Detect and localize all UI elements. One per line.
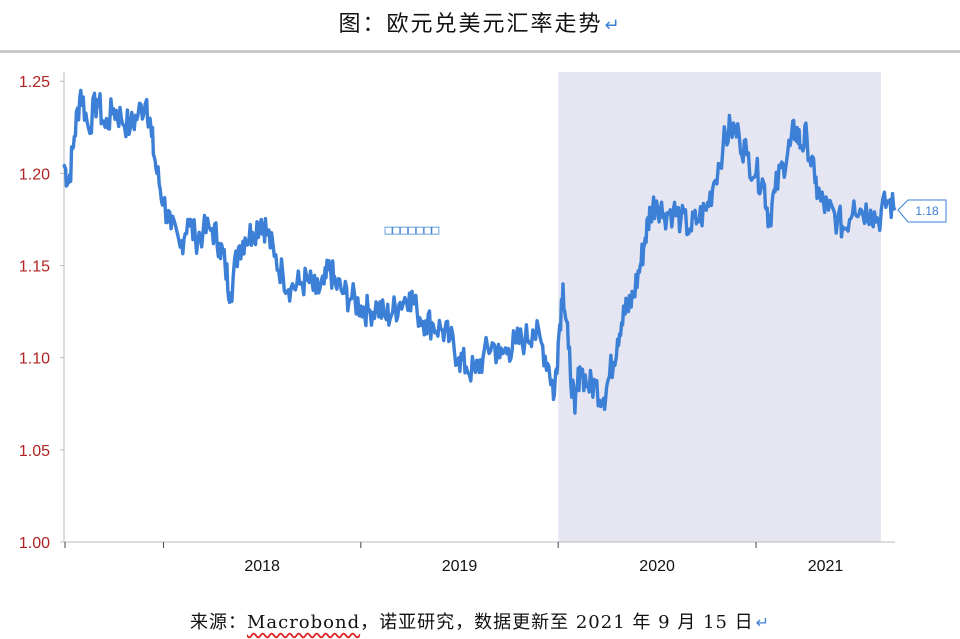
series-line <box>62 88 897 415</box>
end-value-callout-box <box>897 199 947 223</box>
y-tick-label: 1.20 <box>19 166 50 183</box>
garbled-label: □□□□□□□ <box>385 223 440 238</box>
exchange-rate-chart: 1.00 1.05 1.10 1.15 1.20 1.25 2018 2019 2020 2021… <box>19 72 947 575</box>
source-note: 来源：Macrobond，诺亚研究，数据更新至 2021 年 9 月 15 日 ↵ <box>0 608 960 634</box>
return-mark-icon: ↵ <box>604 15 622 36</box>
x-tick-label: 2019 <box>442 558 478 575</box>
y-tick-label: 1.25 <box>19 74 50 91</box>
source-brand: Macrobond <box>246 612 361 633</box>
axes: 1.00 1.05 1.10 1.15 1.20 1.25 2018 2019 2020 2021 <box>19 72 895 575</box>
y-tick-label: 1.05 <box>19 443 50 460</box>
source-prefix: 来源： <box>189 612 247 633</box>
end-value-label: 1.18 <box>915 204 939 218</box>
source-suffix: ，诺亚研究，数据更新至 2021 年 9 月 15 日 <box>360 612 754 633</box>
x-tick-label: 2018 <box>244 558 280 575</box>
y-tick-label: 1.15 <box>19 259 50 276</box>
return-mark-icon: ↵ <box>755 613 771 632</box>
x-tick-label: 2020 <box>639 558 675 575</box>
chart-title: 图：欧元兑美元汇率走势 ↵ <box>0 6 960 38</box>
x-tick-label: 2021 <box>808 558 844 575</box>
end-value-callout: 1.18 <box>897 199 947 223</box>
header-divider <box>0 50 960 53</box>
y-tick-label: 1.10 <box>19 351 50 368</box>
chart-title-text: 图：欧元兑美元汇率走势 <box>338 12 603 37</box>
y-tick-label: 1.00 <box>19 535 50 552</box>
shaded-period-band <box>558 72 881 542</box>
